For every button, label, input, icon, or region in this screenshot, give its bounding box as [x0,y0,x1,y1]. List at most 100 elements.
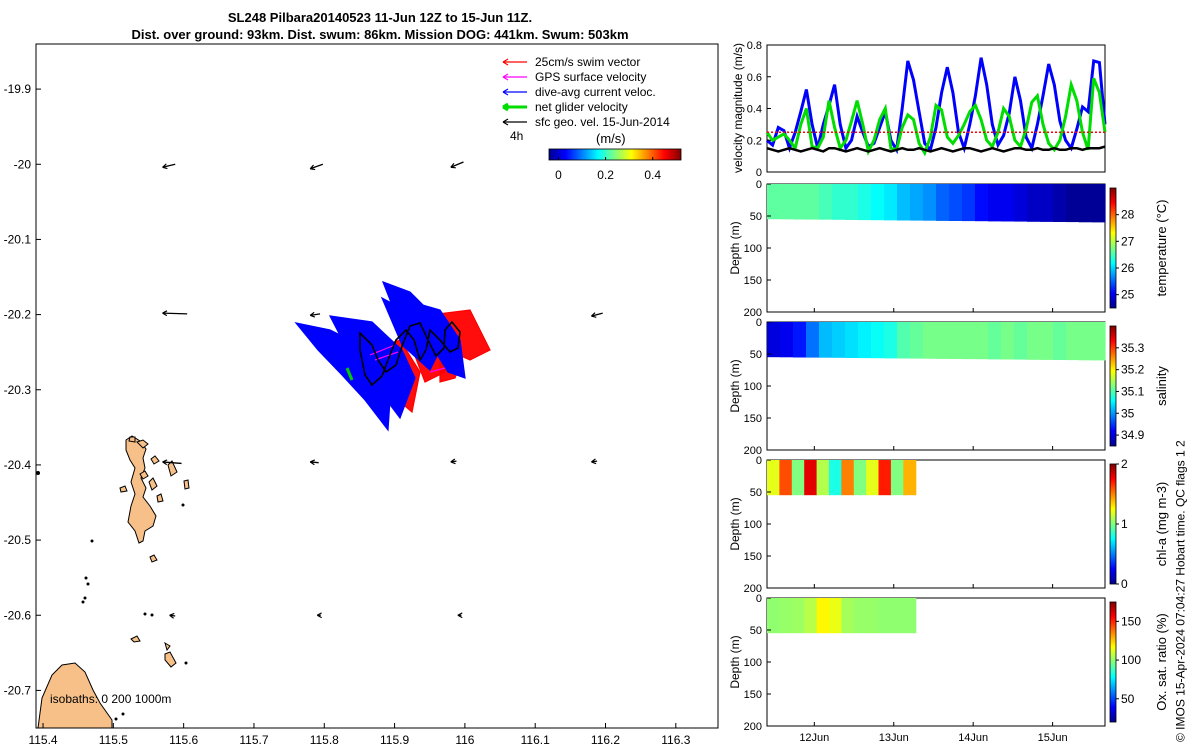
section-data-cell [767,322,781,358]
map-ytick-label: -20.7 [4,683,32,697]
section-ylabel: Depth (m) [728,221,742,274]
section-ytick-label: 200 [744,583,762,595]
colorbar-tick-label: 0 [555,168,562,182]
velocity-ytick-label: 0.6 [747,72,762,84]
section-data-cell [897,184,911,221]
section-data-cell [949,322,963,359]
section-data-cell [1092,322,1106,361]
section-data-cell [975,184,989,222]
section-colorbar-tick-label: 150 [1121,614,1141,628]
map-ytick-label: -20.5 [4,533,32,547]
section-data-cell [871,322,885,359]
section-data-cell [804,598,818,634]
section-data-cell [936,184,950,221]
section-data-cell [841,598,855,634]
geo-vector-arrowhead [162,163,168,170]
section-data-cell [1092,184,1106,223]
section-data-cell [1014,184,1028,222]
section-colorbar [1109,187,1117,309]
section-data-cell [962,184,976,222]
map-xtick-label: 115.9 [380,733,409,747]
section-data-cell [949,184,963,221]
section-data-cell [1053,322,1067,360]
time-tick-label: 15Jun [1038,732,1068,744]
section-data-cell [878,460,892,496]
section-ytick-label: 0 [756,179,762,191]
legend-arrowhead [502,102,509,112]
section-ytick-label: 100 [744,243,762,255]
section-panel-oxygen: 0 50 100 150 200 Depth (m) 50 100 150 Ox. sat. ra… [728,593,1169,733]
section-data-cell [866,460,880,496]
section-data-cell [845,322,859,358]
legend-arrowhead [502,73,509,81]
section-data-cell [767,598,780,634]
section-colorbar-tick-label: 28 [1121,208,1135,222]
section-data-cell [804,460,818,496]
section-data-cell [845,184,859,220]
geo-velocity-vector [310,461,319,464]
map-speed-colorbar [548,148,682,161]
section-colorbar [1109,325,1117,447]
velocity-ytick-label: 0.4 [747,104,762,116]
velocity-series [765,57,1107,157]
map-ytick-label: -19.9 [4,82,32,96]
geo-vector-arrowhead [309,459,316,466]
velocity-ytick-label: 0.2 [747,135,762,147]
section-data-cell [923,184,937,221]
coastline-islands [37,435,190,729]
glider-track [359,320,461,387]
map-xtick-label: 116 [455,733,474,747]
geo-vector-arrowhead [316,612,322,619]
geo-vector-arrowhead [457,612,463,619]
glider-track-vectors [294,280,491,432]
section-data-cell [910,322,924,359]
section-ylabel: Depth (m) [728,359,742,412]
section-data-cell [853,598,867,634]
section-ytick-label: 150 [744,689,762,701]
section-data-cell [871,184,885,221]
section-ytick-label: 50 [750,211,762,223]
section-ytick-label: 200 [744,445,762,457]
map-axes: 115.4 115.5 115.6 115.7 115.8 115.9 116 116.1 11… [4,82,691,747]
section-data-cell [884,184,898,221]
map-xtick-label: 115.7 [239,733,268,747]
section-colorbar-tick-label: 25 [1121,288,1135,302]
map-xtick-label: 115.8 [310,733,339,747]
section-colorbar-tick-label: 34.9 [1121,428,1145,442]
section-data-cell [829,598,842,634]
surface-geo-velocity-vectors [162,161,603,619]
section-ytick-label: 150 [744,551,762,563]
map-colorbar-ticks: 0 0.2 0.4 [555,157,661,182]
section-data-cell [853,460,867,496]
section-data-cell [878,598,892,634]
section-colorbar-tick-label: 1 [1121,517,1128,531]
section-data-cell [1079,184,1093,223]
colorbar-units-label: (m/s) [596,131,626,146]
section-data-cell [1040,184,1054,222]
legend-label: sfc geo. vel. 15-Jun-2014 [535,115,670,129]
chart-title-line2: Dist. over ground: 93km. Dist. swum: 86k… [131,27,629,42]
section-colorbar-label: salinity [1154,366,1169,406]
map-plot: 115.4 115.5 115.6 115.7 115.8 115.9 116 116.1 11… [4,43,719,747]
section-data-cell [767,184,781,220]
section-ytick-label: 100 [744,519,762,531]
section-ytick-label: 0 [756,317,762,329]
section-data-cell [1014,322,1028,360]
geo-vector-arrowhead [591,312,597,318]
net-glider-velocity [345,367,354,381]
section-colorbar-tick-label: 35.2 [1121,363,1145,377]
section-data-cell [988,322,1002,360]
geo-vector-arrowhead [309,164,316,171]
map-xtick-label: 116.3 [661,733,690,747]
section-data-cell [890,460,904,496]
section-data-cell [841,460,855,496]
section-colorbar-tick-label: 27 [1121,234,1135,248]
geo-vector-arrowhead [162,459,168,466]
section-data-cell [793,184,807,220]
colorbar-tick-label: 0.2 [597,168,614,182]
velocity-magnitude-panel: 0 0.2 0.4 0.6 0.8 velocity magnitude (m/s) [731,40,1107,179]
geo-velocity-vector [309,163,324,170]
section-colorbar-tick-label: 100 [1121,653,1141,667]
section-colorbar-tick-label: 35 [1121,406,1135,420]
